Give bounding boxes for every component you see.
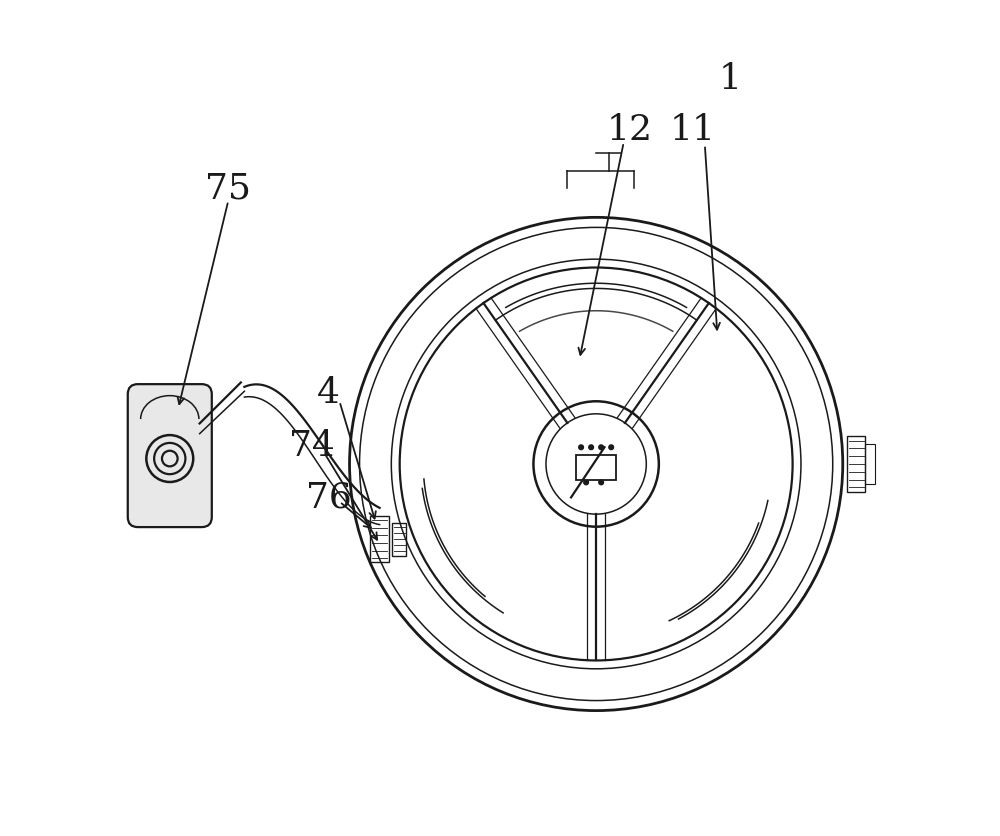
Text: 12: 12 [607,113,653,146]
Circle shape [609,445,614,450]
Text: 74: 74 [289,429,335,462]
Circle shape [599,480,603,485]
Circle shape [589,445,593,450]
Circle shape [579,445,583,450]
Text: 1: 1 [718,63,741,96]
Circle shape [599,445,603,450]
Text: 4: 4 [317,376,340,410]
Text: 76: 76 [306,481,351,514]
Text: 75: 75 [205,171,251,205]
FancyBboxPatch shape [128,385,212,528]
Circle shape [584,480,588,485]
Text: 11: 11 [669,113,715,146]
